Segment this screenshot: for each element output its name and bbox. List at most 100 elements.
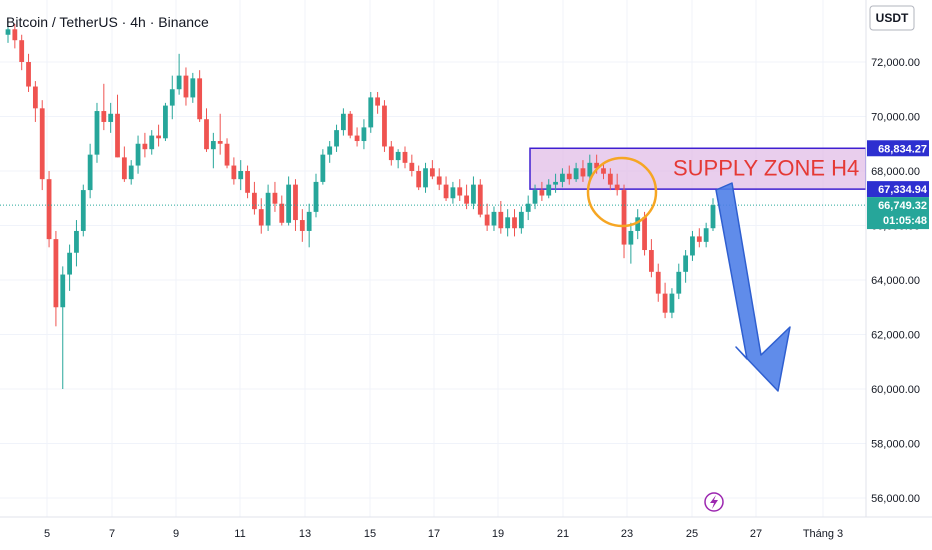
candle-body (19, 40, 25, 62)
down-arrow[interactable] (715, 182, 791, 392)
candle-body (354, 135, 360, 142)
candle-body (313, 181, 319, 212)
supply-zone-label[interactable]: SUPPLY ZONE H4 (673, 155, 859, 180)
candle-body (176, 75, 182, 90)
candle-body (457, 187, 463, 196)
candle-body (710, 205, 716, 229)
candle-body (197, 78, 203, 120)
candle-body (5, 29, 11, 35)
candle-body (662, 293, 668, 313)
time-tick-label: 23 (621, 528, 633, 540)
candle-body (231, 165, 237, 180)
time-tick-label: 7 (109, 528, 115, 540)
candle-body (67, 252, 72, 275)
candle-body (149, 135, 155, 150)
candle-body (156, 135, 161, 139)
time-tick-label: 21 (557, 528, 569, 540)
candle-body (245, 171, 250, 193)
candle-body (683, 255, 689, 272)
candle-body (464, 195, 469, 204)
candle-body (491, 211, 497, 226)
candle-body (607, 173, 613, 185)
candle-body (580, 168, 586, 177)
price-tick-label: 72,000.00 (871, 57, 920, 69)
price-tick-label: 62,000.00 (871, 330, 920, 342)
candle-body (621, 190, 627, 245)
candle-body (340, 113, 346, 131)
price-axis-panel[interactable] (866, 0, 932, 517)
time-tick-label: 11 (234, 528, 245, 540)
candle-body (306, 211, 312, 231)
price-tick-label: 56,000.00 (871, 493, 920, 505)
candle-body (512, 217, 517, 229)
supply-zone-box[interactable] (529, 147, 867, 190)
candle-body (518, 211, 524, 229)
candle-body (395, 151, 401, 161)
candle-body (135, 143, 141, 166)
candle-body (388, 146, 394, 161)
candle-body (532, 190, 538, 204)
candle-body (87, 154, 93, 191)
time-tick-label: 15 (364, 528, 376, 540)
candle-body (142, 143, 148, 150)
price-tick-label: 58,000.00 (871, 439, 920, 451)
candle-body (327, 146, 333, 155)
candle-body (252, 192, 257, 210)
candle-body (436, 176, 442, 185)
candle-body (361, 127, 367, 142)
last-price-tag: 66,749.32 (878, 200, 927, 212)
candle-body (566, 173, 572, 180)
candle-body (238, 171, 244, 180)
candle-body (614, 184, 620, 191)
zone-top-price-tag: 68,834.27 (878, 143, 927, 155)
candle-body (628, 230, 634, 245)
candle-body (443, 184, 449, 199)
candle-body (635, 217, 641, 231)
candle-body (94, 111, 100, 155)
candle-body (642, 217, 647, 251)
candle-body (573, 168, 579, 180)
candle-body (12, 29, 18, 41)
candle-body (286, 184, 292, 223)
time-axis-panel[interactable] (0, 517, 932, 550)
candle-body (190, 78, 196, 98)
candle-body (53, 239, 59, 308)
candle-body (101, 111, 107, 122)
candle-body (169, 89, 175, 106)
candle-body (368, 97, 374, 128)
candle-body (416, 171, 422, 188)
candle-body (484, 214, 490, 226)
currency-label: USDT (876, 11, 909, 25)
candle-body (690, 236, 695, 256)
candle-body (477, 184, 483, 215)
candle-body (655, 271, 661, 294)
price-tags: 68,834.27 67,334.94 66,749.32 01:05:48 (867, 140, 929, 230)
candle-body (423, 168, 428, 188)
price-tick-label: 60,000.00 (871, 384, 920, 396)
candle-body (265, 192, 271, 226)
candle-body (74, 230, 79, 253)
candle-body (703, 228, 709, 242)
lightning-icon[interactable] (704, 492, 724, 512)
candle-body (601, 168, 606, 174)
candle-body (279, 203, 285, 223)
chart-title: Bitcoin / TetherUS · 4h · Binance (6, 14, 209, 30)
candle-body (505, 217, 511, 229)
time-tick-label: 25 (686, 528, 698, 540)
candle-body (108, 113, 114, 122)
grid-lines (0, 0, 866, 517)
candle-body (39, 108, 45, 180)
candle-body (525, 203, 531, 212)
currency-button[interactable] (869, 5, 915, 31)
candlestick-series (5, 21, 716, 389)
candle-body (32, 86, 38, 109)
candle-body (696, 236, 702, 242)
candle-body (26, 62, 31, 87)
candle-body (594, 162, 600, 169)
candle-body (115, 113, 120, 158)
candle-body (204, 119, 209, 150)
candle-body (217, 141, 223, 144)
time-tick-label: 17 (428, 528, 440, 540)
highlight-circle[interactable] (586, 156, 658, 228)
